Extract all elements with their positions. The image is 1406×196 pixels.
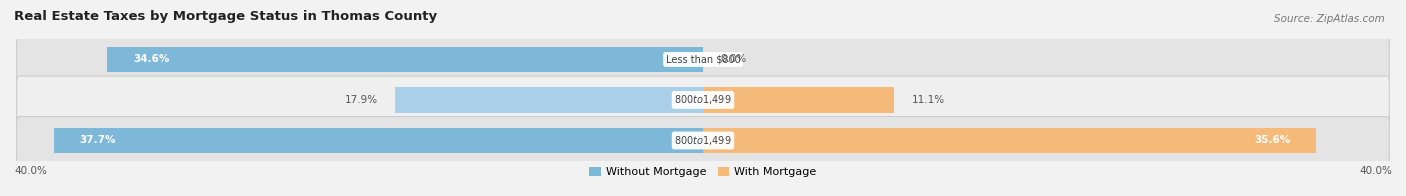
FancyBboxPatch shape [17,76,1389,124]
Text: 17.9%: 17.9% [344,95,377,105]
Bar [53,128,703,153]
Text: 37.7%: 37.7% [80,135,117,145]
Bar [395,87,703,113]
Text: Source: ZipAtlas.com: Source: ZipAtlas.com [1274,14,1385,24]
Text: 35.6%: 35.6% [1254,135,1291,145]
Text: 11.1%: 11.1% [911,95,945,105]
Text: Less than $800: Less than $800 [665,54,741,64]
Text: 34.6%: 34.6% [134,54,169,64]
Text: 40.0%: 40.0% [1360,166,1392,176]
Text: $800 to $1,499: $800 to $1,499 [675,93,731,106]
Bar [107,47,703,72]
Text: $800 to $1,499: $800 to $1,499 [675,134,731,147]
Text: 0.0%: 0.0% [720,54,747,64]
Legend: Without Mortgage, With Mortgage: Without Mortgage, With Mortgage [585,162,821,182]
FancyBboxPatch shape [17,35,1389,83]
Bar [703,87,894,113]
Bar [703,128,1316,153]
Text: 40.0%: 40.0% [14,166,46,176]
Text: Real Estate Taxes by Mortgage Status in Thomas County: Real Estate Taxes by Mortgage Status in … [14,10,437,23]
FancyBboxPatch shape [17,117,1389,164]
